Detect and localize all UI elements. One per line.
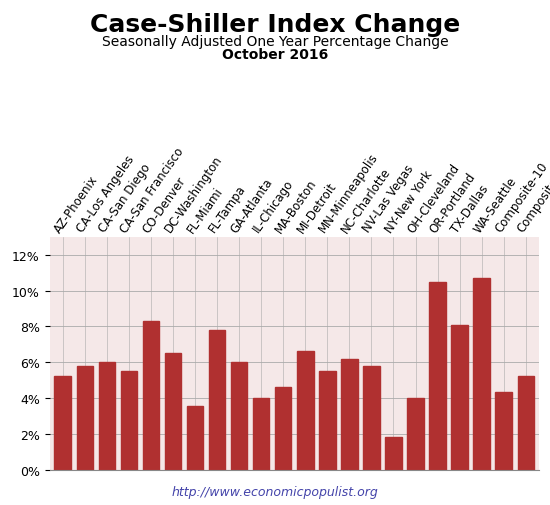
Text: OR-Portland: OR-Portland <box>427 170 478 235</box>
Text: Seasonally Adjusted One Year Percentage Change: Seasonally Adjusted One Year Percentage … <box>102 35 448 49</box>
Text: NV-Las Vegas: NV-Las Vegas <box>361 163 417 235</box>
Bar <box>430 282 446 470</box>
Bar <box>319 371 336 470</box>
Text: Composite-20: Composite-20 <box>515 160 550 235</box>
Bar <box>496 392 512 470</box>
Bar <box>518 377 534 470</box>
Text: MI-Detroit: MI-Detroit <box>295 179 339 235</box>
Text: GA-Atlanta: GA-Atlanta <box>228 175 276 235</box>
Bar <box>98 363 115 470</box>
Text: DC-Washington: DC-Washington <box>162 153 225 235</box>
Text: MN-Minneapolis: MN-Minneapolis <box>317 150 381 235</box>
Bar <box>407 398 424 470</box>
Text: http://www.economicpopulist.org: http://www.economicpopulist.org <box>172 485 378 498</box>
Bar <box>120 371 137 470</box>
Text: IL-Chicago: IL-Chicago <box>251 177 296 235</box>
Text: October 2016: October 2016 <box>222 48 328 62</box>
Bar <box>76 366 93 470</box>
Bar <box>297 351 313 470</box>
Text: NC-Charlotte: NC-Charlotte <box>339 165 393 235</box>
Text: TX-Dallas: TX-Dallas <box>449 182 492 235</box>
Text: WA-Seattle: WA-Seattle <box>471 174 519 235</box>
Bar <box>253 398 270 470</box>
Bar <box>275 387 292 470</box>
Bar <box>164 354 182 470</box>
Bar <box>385 437 402 470</box>
Text: AZ-Phoenix: AZ-Phoenix <box>52 173 101 235</box>
Text: CA-San Francisco: CA-San Francisco <box>118 145 187 235</box>
Text: Composite-10: Composite-10 <box>493 160 550 235</box>
Bar <box>54 377 71 470</box>
Text: CA-San Diego: CA-San Diego <box>96 162 153 235</box>
Bar <box>142 321 159 470</box>
Bar <box>452 325 468 470</box>
Bar <box>187 406 204 470</box>
Bar <box>474 278 490 470</box>
Text: NY-New York: NY-New York <box>383 168 435 235</box>
Bar <box>363 366 379 470</box>
Text: MA-Boston: MA-Boston <box>273 176 319 235</box>
Text: FL-Miami: FL-Miami <box>184 184 225 235</box>
Bar <box>231 363 248 470</box>
Text: CO-Denver: CO-Denver <box>140 174 189 235</box>
Text: CA-Los Angeles: CA-Los Angeles <box>74 154 137 235</box>
Text: OH-Cleveland: OH-Cleveland <box>405 161 462 235</box>
Bar <box>341 359 358 470</box>
Text: FL-Tampa: FL-Tampa <box>206 182 249 235</box>
Text: Case-Shiller Index Change: Case-Shiller Index Change <box>90 13 460 36</box>
Bar <box>209 330 226 470</box>
